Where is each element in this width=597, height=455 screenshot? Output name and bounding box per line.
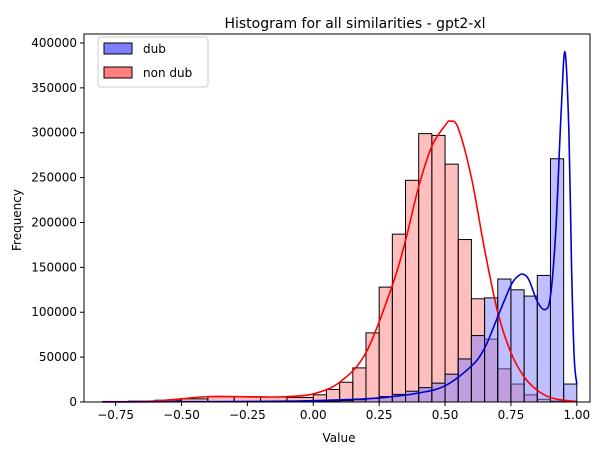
- y-axis-label: Frequency: [10, 189, 24, 251]
- bar-non-dub: [418, 133, 433, 403]
- legend-label-dub: dub: [143, 42, 166, 56]
- y-tick-label: 50000: [39, 350, 77, 364]
- y-axis-ticks: 0 50000 100000 150000 200000 250000 300000 3500…: [31, 36, 84, 409]
- bar-dub: [523, 295, 538, 403]
- y-tick-label: 350000: [31, 81, 77, 95]
- bar-dub: [536, 274, 551, 403]
- bar-non-dub: [365, 332, 380, 403]
- x-axis-label: Value: [323, 431, 356, 445]
- x-tick-label: 0.75: [498, 408, 525, 422]
- x-tick-label: 0.25: [366, 408, 393, 422]
- bar-non-dub: [391, 233, 407, 403]
- y-tick-label: 300000: [31, 126, 77, 140]
- bar-non-dub: [444, 163, 459, 403]
- x-tick-label: −0.25: [229, 408, 266, 422]
- chart-title: Histogram for all similarities - gpt2-xl: [224, 16, 485, 32]
- bar-dub: [497, 278, 512, 403]
- y-tick-label: 150000: [31, 260, 77, 274]
- y-tick-label: 400000: [31, 36, 77, 50]
- x-tick-label: −0.50: [163, 408, 200, 422]
- bar-dub: [418, 387, 433, 403]
- kde-line-non-dub: [102, 120, 577, 403]
- y-tick-label: 200000: [31, 215, 77, 229]
- y-tick-label: 100000: [31, 305, 77, 319]
- bar-dub: [563, 383, 578, 403]
- y-tick-label: 0: [69, 395, 77, 409]
- bar-dub: [510, 289, 525, 403]
- y-tick-label: 250000: [31, 171, 77, 185]
- bar-dub: [484, 297, 499, 403]
- x-tick-label: 0.50: [432, 408, 459, 422]
- bar-dub: [470, 335, 486, 403]
- x-tick-label: 1.00: [563, 408, 590, 422]
- legend-swatch-dub: [103, 42, 133, 55]
- legend-label-non-dub: non dub: [143, 66, 192, 80]
- kde-curves: [102, 51, 578, 403]
- bar-non-dub: [352, 367, 367, 403]
- x-axis-ticks: −0.75 −0.50 −0.25 0.00 0.25 0.50 0.75 1.00: [97, 402, 590, 422]
- kde-line-dub: [102, 51, 578, 403]
- bar-dub: [457, 358, 472, 403]
- x-tick-label: 0.00: [300, 408, 327, 422]
- bar-non-dub: [431, 134, 446, 403]
- legend: dub non dub: [97, 36, 209, 88]
- plot-frame: [83, 33, 591, 403]
- histogram-bars: [101, 133, 578, 403]
- x-tick-label: −0.75: [97, 408, 134, 422]
- legend-swatch-non-dub: [103, 66, 133, 79]
